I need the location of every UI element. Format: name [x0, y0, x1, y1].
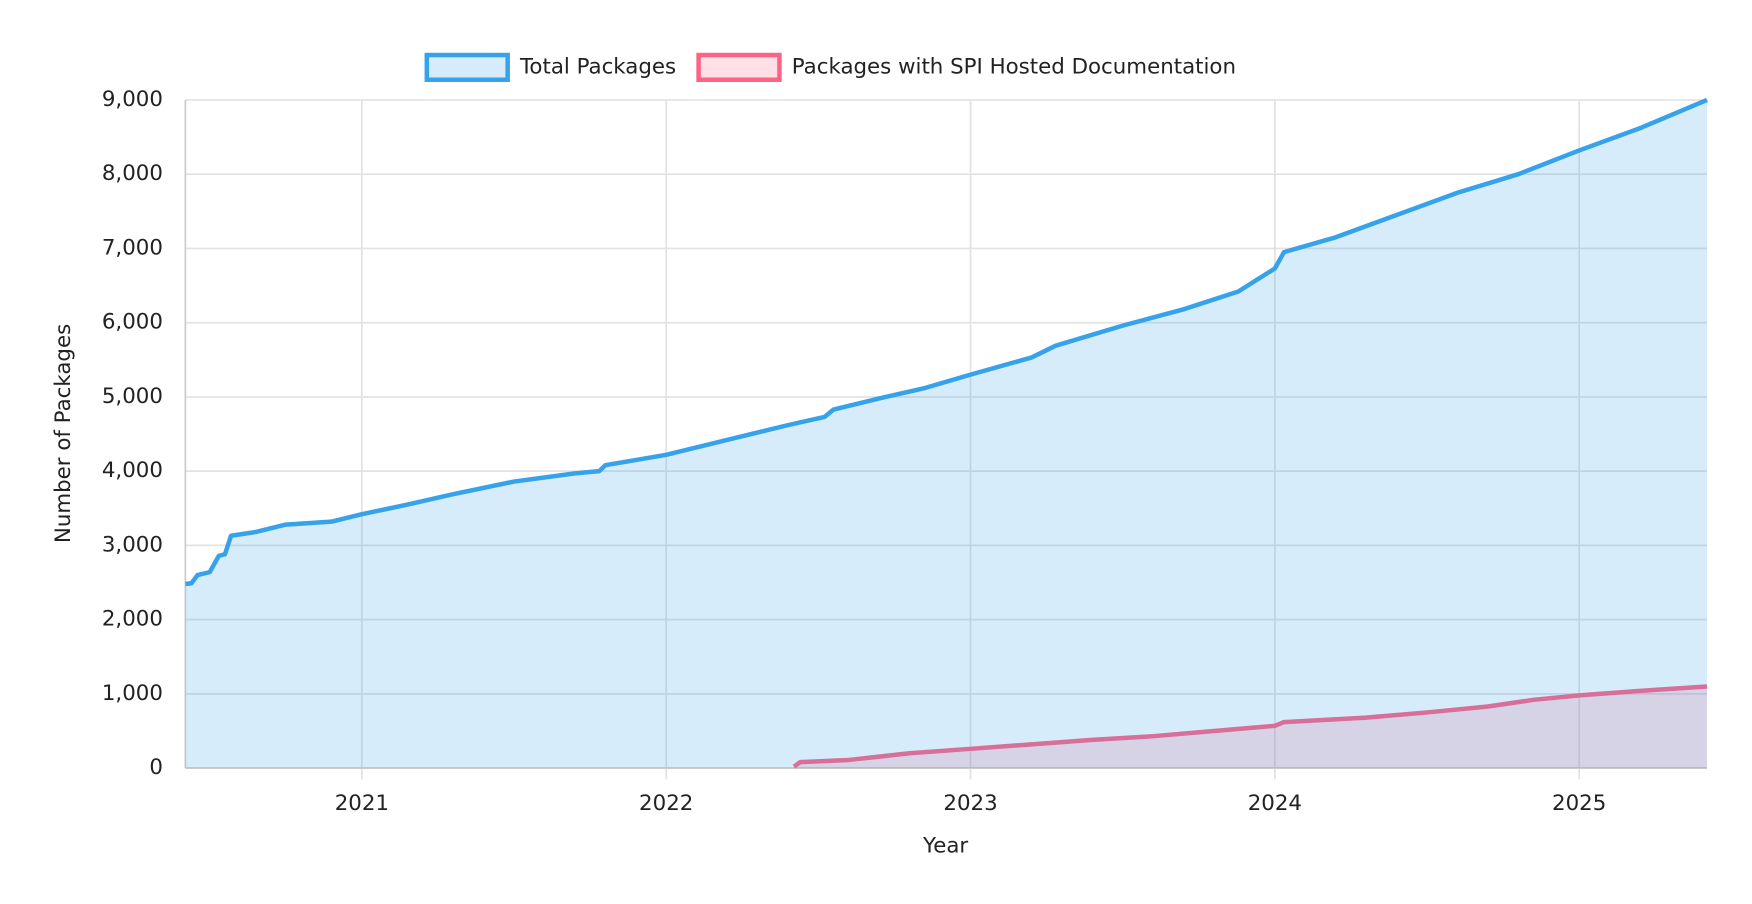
x-axis-label: Year — [922, 834, 968, 859]
y-tick-label: 7,000 — [102, 235, 163, 260]
y-axis-label: Number of Packages — [51, 324, 76, 543]
area — [794, 686, 1708, 769]
y-tick-label: 9,000 — [102, 87, 163, 112]
y-tick-label: 5,000 — [102, 384, 163, 409]
y-tick-label: 2,000 — [102, 607, 163, 632]
y-tick-label: 8,000 — [102, 161, 163, 186]
legend-label: Packages with SPI Hosted Documentation — [792, 54, 1236, 79]
line — [185, 97, 1708, 587]
y-tick-label: 1,000 — [102, 681, 163, 706]
y-tick-label: 0 — [149, 755, 163, 780]
x-tick-label: 2025 — [1552, 791, 1606, 816]
x-tick-label: 2021 — [335, 791, 389, 816]
y-tick-label: 6,000 — [102, 310, 163, 335]
legend-swatch — [696, 52, 782, 82]
y-tick-label: 4,000 — [102, 458, 163, 483]
x-tick-label: 2022 — [639, 791, 693, 816]
x-tick-label: 2024 — [1248, 791, 1302, 816]
area — [185, 99, 1708, 769]
legend-label: Total Packages — [519, 54, 676, 79]
line — [792, 684, 1708, 769]
x-tick-label: 2023 — [943, 791, 997, 816]
legend-swatch — [424, 52, 510, 82]
y-tick-label: 3,000 — [102, 532, 163, 557]
